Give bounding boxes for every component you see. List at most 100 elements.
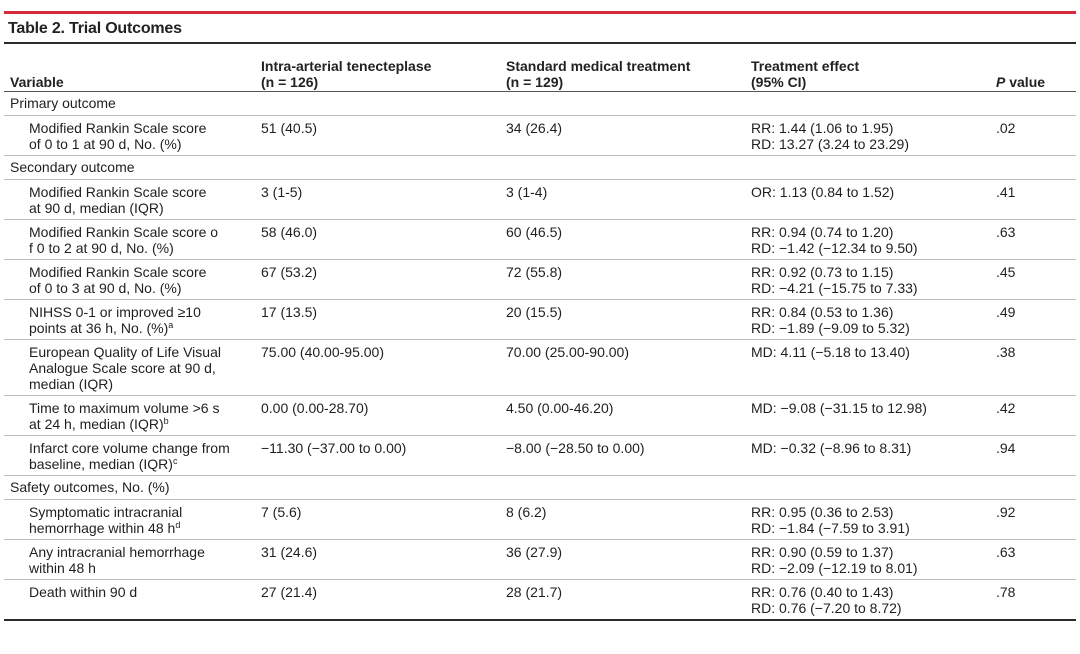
control-cell: 34 (26.4) xyxy=(500,115,745,156)
variable-line: of 0 to 1 at 90 d, No. (%) xyxy=(29,136,182,152)
footnote-marker: d xyxy=(175,520,181,530)
section-row: Safety outcomes, No. (%) xyxy=(4,475,1076,500)
variable-line: Symptomatic intracranial xyxy=(29,504,183,520)
effect-line: MD: 4.11 (−5.18 to 13.40) xyxy=(751,344,910,360)
variable-line: Time to maximum volume >6 s xyxy=(29,400,220,416)
variable-line: European Quality of Life Visual xyxy=(29,344,221,360)
control-cell: 72 (55.8) xyxy=(500,259,745,300)
effect-cell: OR: 1.13 (0.84 to 1.52) xyxy=(745,179,990,220)
variable-line: median (IQR) xyxy=(29,376,114,392)
header-line: Standard medical treatment xyxy=(506,58,691,74)
effect-line: RR: 0.76 (0.40 to 1.43) xyxy=(751,584,894,600)
control-cell: 3 (1-4) xyxy=(500,179,745,220)
variable-cell: NIHSS 0-1 or improved ≥10 points at 36 h,… xyxy=(4,299,255,340)
header-control: Standard medical treatment (n = 129) xyxy=(500,44,745,92)
effect-line: RD: −1.42 (−12.34 to 9.50) xyxy=(751,240,918,256)
effect-line: RD: −1.84 (−7.59 to 3.91) xyxy=(751,520,910,536)
table-row: Modified Rankin Scale score of 0 to 1 at … xyxy=(4,115,1076,156)
p-value-cell: .92 xyxy=(990,499,1076,540)
intervention-cell: 75.00 (40.00-95.00) xyxy=(255,339,500,396)
section-label: Safety outcomes, No. (%) xyxy=(4,475,1076,500)
effect-line: MD: −0.32 (−8.96 to 8.31) xyxy=(751,440,912,456)
variable-line: Modified Rankin Scale score xyxy=(29,184,207,200)
section-row: Primary outcome xyxy=(4,91,1076,116)
variable-cell: Any intracranial hemorrhage within 48 h xyxy=(4,539,255,580)
header-intervention: Intra-arterial tenecteplase (n = 126) xyxy=(255,44,500,92)
header-line: Intra-arterial tenecteplase xyxy=(261,58,432,74)
table-row: Modified Rankin Scale score at 90 d, medi… xyxy=(4,179,1076,220)
p-value-cell: .45 xyxy=(990,259,1076,300)
section-label: Primary outcome xyxy=(4,91,1076,116)
intervention-cell: 51 (40.5) xyxy=(255,115,500,156)
variable-line: hemorrhage within 48 hd xyxy=(29,520,181,536)
variable-line: Infarct core volume change from xyxy=(29,440,230,456)
control-cell: 20 (15.5) xyxy=(500,299,745,340)
header-line: (n = 126) xyxy=(261,74,319,90)
intervention-cell: 67 (53.2) xyxy=(255,259,500,300)
variable-cell: Infarct core volume change from baseline,… xyxy=(4,435,255,476)
variable-line: Death within 90 d xyxy=(29,584,138,600)
variable-cell: Modified Rankin Scale score at 90 d, medi… xyxy=(4,179,255,220)
effect-line: MD: −9.08 (−31.15 to 12.98) xyxy=(751,400,927,416)
intervention-cell: −11.30 (−37.00 to 0.00) xyxy=(255,435,500,476)
header-line: (n = 129) xyxy=(506,74,564,90)
header-p-value: P value xyxy=(990,44,1076,92)
footnote-marker: c xyxy=(172,456,178,466)
p-value-cell: .42 xyxy=(990,395,1076,436)
effect-line: RD: 0.76 (−7.20 to 8.72) xyxy=(751,600,902,616)
section-label: Secondary outcome xyxy=(4,155,1076,180)
control-cell: 60 (46.5) xyxy=(500,219,745,260)
p-value-cell: .63 xyxy=(990,219,1076,260)
control-cell: 36 (27.9) xyxy=(500,539,745,580)
variable-line: Modified Rankin Scale score xyxy=(29,264,207,280)
table-row: Modified Rankin Scale score of 0 to 3 at … xyxy=(4,259,1076,300)
variable-line: baseline, median (IQR)c xyxy=(29,456,178,472)
header-line: P value xyxy=(996,74,1046,90)
intervention-cell: 31 (24.6) xyxy=(255,539,500,580)
effect-cell: RR: 0.76 (0.40 to 1.43) RD: 0.76 (−7.20 t… xyxy=(745,579,990,621)
table-row: Infarct core volume change from baseline,… xyxy=(4,435,1076,476)
intervention-cell: 3 (1-5) xyxy=(255,179,500,220)
intervention-cell: 27 (21.4) xyxy=(255,579,500,621)
variable-line: points at 36 h, No. (%)a xyxy=(29,320,174,336)
section-row: Secondary outcome xyxy=(4,155,1076,180)
variable-cell: Time to maximum volume >6 s at 24 h, medi… xyxy=(4,395,255,436)
header-variable: Variable xyxy=(4,44,255,92)
effect-line: RR: 1.44 (1.06 to 1.95) xyxy=(751,120,894,136)
table-body: Primary outcome Modified Rankin Scale sco… xyxy=(4,91,1076,621)
effect-line: RR: 0.92 (0.73 to 1.15) xyxy=(751,264,894,280)
effect-cell: RR: 0.90 (0.59 to 1.37) RD: −2.09 (−12.19… xyxy=(745,539,990,580)
variable-line: at 24 h, median (IQR)b xyxy=(29,416,169,432)
control-cell: 8 (6.2) xyxy=(500,499,745,540)
footnote-marker: b xyxy=(163,416,169,426)
header-line: Treatment effect xyxy=(751,58,860,74)
table-row: Death within 90 d 27 (21.4) 28 (21.7) RR: 0… xyxy=(4,579,1076,621)
effect-cell: RR: 0.95 (0.36 to 2.53) RD: −1.84 (−7.59 … xyxy=(745,499,990,540)
variable-cell: Death within 90 d xyxy=(4,579,255,621)
footnote-marker: a xyxy=(168,320,174,330)
p-value-cell: .63 xyxy=(990,539,1076,580)
variable-line: f 0 to 2 at 90 d, No. (%) xyxy=(29,240,174,256)
header-row: Variable Intra-arterial tenecteplase (n =… xyxy=(4,44,1076,92)
header-effect: Treatment effect (95% CI) xyxy=(745,44,990,92)
p-value-cell: .78 xyxy=(990,579,1076,621)
table-row: European Quality of Life Visual Analogue … xyxy=(4,339,1076,396)
effect-line: RR: 0.84 (0.53 to 1.36) xyxy=(751,304,894,320)
variable-line: Any intracranial hemorrhage xyxy=(29,544,205,560)
header-line: Variable xyxy=(10,74,64,90)
variable-line: Analogue Scale score at 90 d, xyxy=(29,360,216,376)
variable-line: Modified Rankin Scale score o xyxy=(29,224,219,240)
control-cell: 4.50 (0.00-46.20) xyxy=(500,395,745,436)
intervention-cell: 0.00 (0.00-28.70) xyxy=(255,395,500,436)
table-row: Any intracranial hemorrhage within 48 h 31… xyxy=(4,539,1076,580)
effect-cell: MD: −0.32 (−8.96 to 8.31) xyxy=(745,435,990,476)
effect-cell: MD: 4.11 (−5.18 to 13.40) xyxy=(745,339,990,396)
variable-line: within 48 h xyxy=(29,560,96,576)
p-value-cell: .02 xyxy=(990,115,1076,156)
intervention-cell: 58 (46.0) xyxy=(255,219,500,260)
table-row: Time to maximum volume >6 s at 24 h, medi… xyxy=(4,395,1076,436)
top-accent-rule xyxy=(4,11,1076,14)
table-row: Symptomatic intracranial hemorrhage withi… xyxy=(4,499,1076,540)
variable-cell: European Quality of Life Visual Analogue … xyxy=(4,339,255,396)
